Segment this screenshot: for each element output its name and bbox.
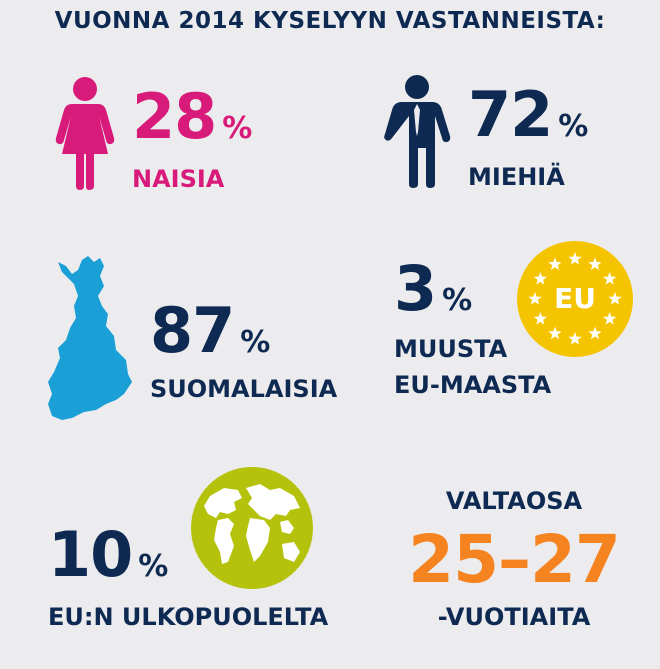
finland-map-icon [48, 256, 132, 420]
finnish-unit: % [240, 325, 270, 360]
finnish-label: SUOMALAISIA [150, 375, 338, 403]
eu-percentage: 3% [394, 258, 472, 320]
woman-icon [55, 77, 115, 190]
non-eu-unit: % [138, 549, 168, 584]
eu-label-line1: MUUSTA [394, 335, 508, 363]
eu-star-icon [548, 257, 562, 271]
man-icon [384, 75, 451, 188]
eu-star-icon [602, 312, 617, 325]
women-label: NAISIA [132, 165, 225, 193]
eu-badge-text: EU [554, 282, 596, 315]
eu-unit: % [442, 283, 472, 318]
age-bottom-label: -VUOTIAITA [437, 603, 591, 631]
age-top-label: VALTAOSA [445, 487, 583, 515]
eu-star-icon [548, 326, 562, 340]
women-value: 28 [132, 80, 217, 153]
eu-star-icon [568, 332, 582, 345]
age-range: 25–27 [408, 521, 621, 598]
page-title: VUONNA 2014 KYSELYYN VASTANNEISTA: [54, 8, 606, 34]
eu-star-icon [588, 257, 602, 271]
men-value: 72 [468, 78, 553, 151]
non-eu-value: 10 [48, 518, 133, 591]
eu-flag-icon [517, 241, 633, 357]
eu-star-icon [568, 252, 582, 265]
finnish-percentage: 87% [150, 300, 270, 362]
eu-star-icon [588, 326, 602, 340]
eu-star-icon [602, 272, 617, 285]
non-eu-label: EU:N ULKOPUOLELTA [48, 603, 329, 631]
eu-star-icon [533, 312, 548, 325]
eu-star-icon [608, 292, 622, 305]
men-unit: % [558, 109, 588, 144]
women-percentage: 28% [132, 86, 252, 148]
men-label: MIEHIÄ [468, 163, 565, 191]
globe-icon [191, 467, 313, 589]
eu-label-line2: EU-MAASTA [394, 371, 552, 399]
eu-star-icon [533, 272, 548, 285]
women-unit: % [222, 111, 252, 146]
eu-star-icon [528, 292, 542, 305]
finnish-value: 87 [150, 294, 235, 367]
non-eu-percentage: 10% [48, 524, 168, 586]
men-percentage: 72% [468, 84, 588, 146]
eu-value: 3 [394, 252, 437, 325]
